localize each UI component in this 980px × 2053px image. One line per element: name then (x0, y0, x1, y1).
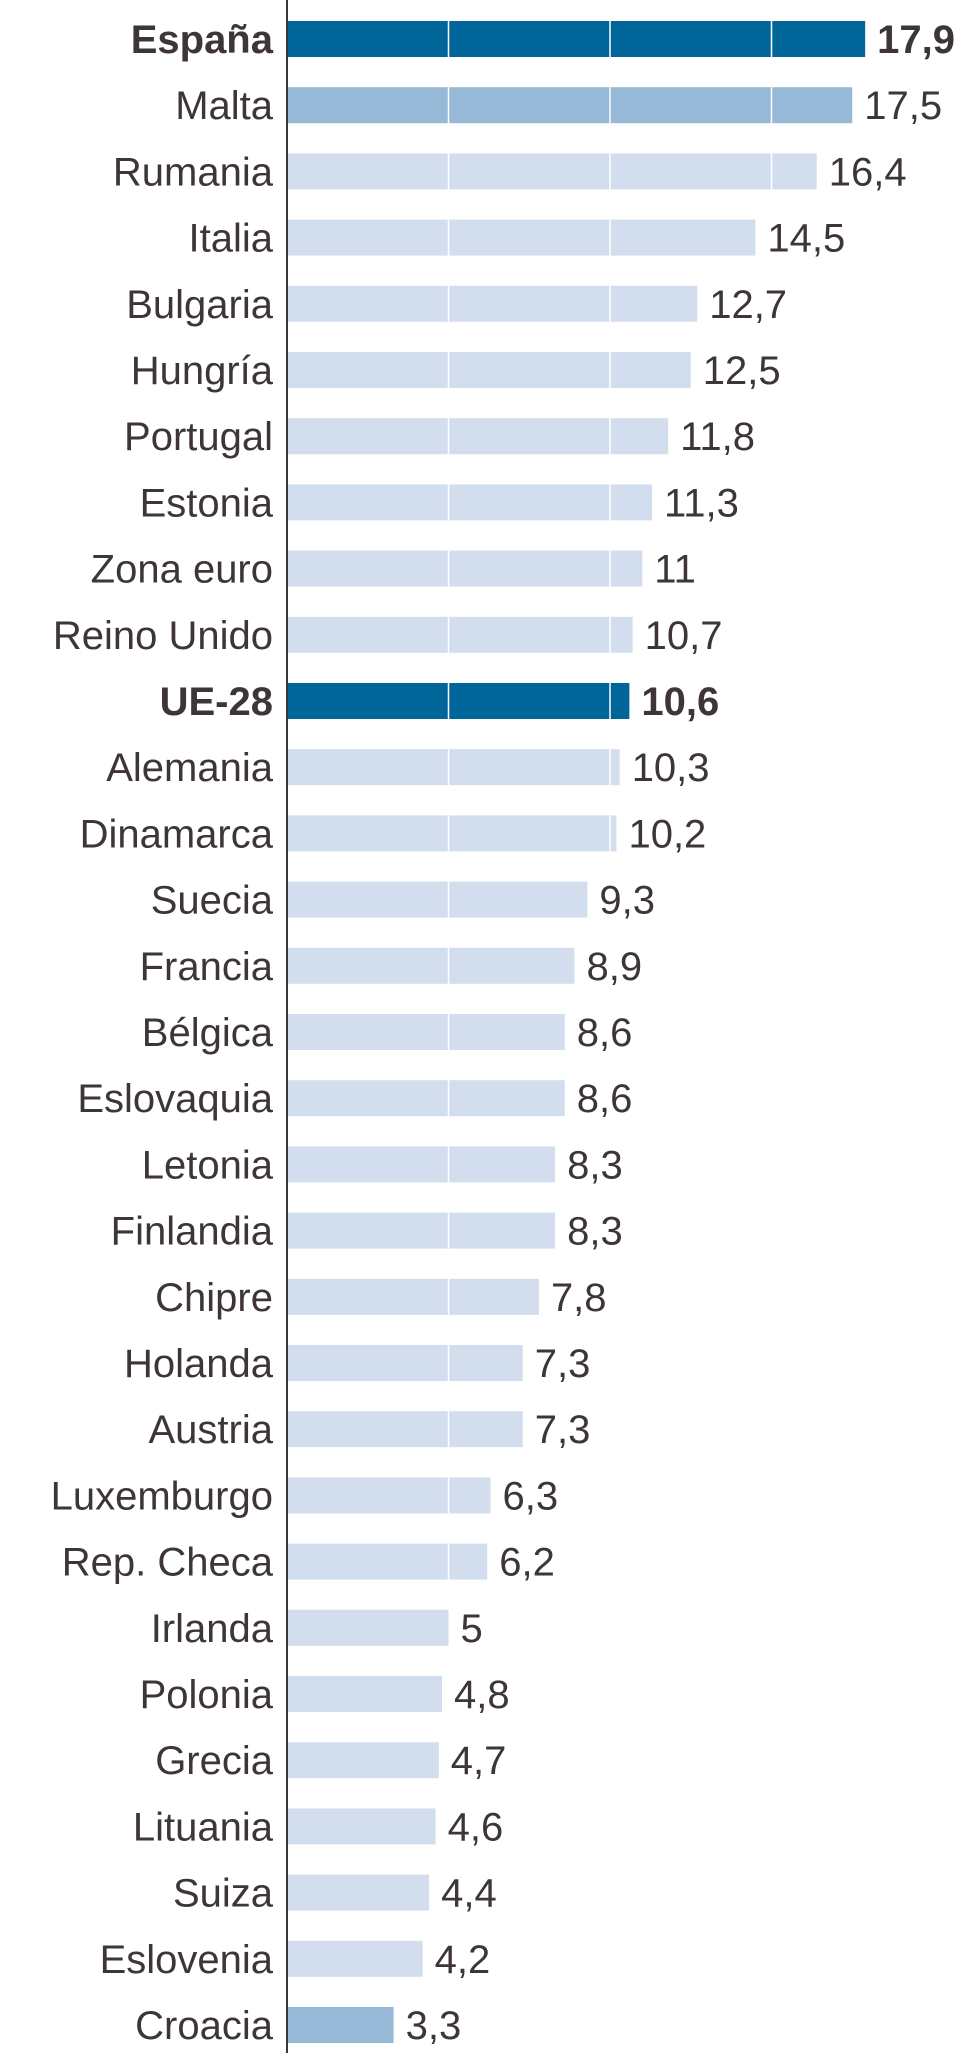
gridlines-group (447, 21, 773, 1580)
value-label: 16,4 (829, 150, 907, 194)
value-label: 8,9 (586, 945, 642, 989)
category-label: Luxemburgo (51, 1474, 273, 1518)
value-label: 12,5 (703, 349, 781, 393)
bar-3 (287, 219, 756, 256)
category-label: Irlanda (151, 1607, 274, 1651)
category-label: Austria (149, 1408, 274, 1452)
value-label: 8,3 (567, 1143, 623, 1187)
category-label: Hungría (131, 349, 274, 393)
category-label: Polonia (140, 1673, 274, 1717)
value-label: 5 (461, 1607, 483, 1651)
bars-group (287, 21, 866, 2043)
value-label: 3,3 (406, 2004, 462, 2048)
value-label: 6,3 (502, 1474, 558, 1518)
bar-8 (287, 550, 643, 587)
bar-25 (287, 1676, 443, 1712)
value-label: 10,2 (628, 812, 706, 856)
value-label: 10,3 (632, 746, 710, 790)
bar-7 (287, 484, 652, 521)
category-label: Rumania (113, 150, 274, 194)
value-label: 4,7 (451, 1739, 507, 1783)
bar-16 (287, 1080, 565, 1117)
bar-4 (287, 285, 698, 322)
value-label: 8,6 (577, 1011, 633, 1055)
category-label: UE-28 (160, 680, 273, 724)
value-label: 17,5 (864, 84, 942, 128)
value-label: 8,6 (577, 1077, 633, 1121)
category-label: Rep. Checa (62, 1541, 274, 1585)
value-label: 4,2 (435, 1938, 491, 1982)
bar-13 (287, 881, 588, 918)
bar-9 (287, 616, 633, 653)
value-label: 6,2 (499, 1541, 555, 1585)
category-label: Lituania (133, 1805, 274, 1849)
category-label: Portugal (124, 415, 273, 459)
category-label: España (131, 18, 274, 62)
value-label: 9,3 (599, 879, 655, 923)
bar-1 (287, 87, 853, 124)
value-label: 4,6 (448, 1805, 504, 1849)
category-label: Eslovaquia (77, 1077, 273, 1121)
bar-26 (287, 1742, 439, 1779)
value-labels-group: 17,9 17,5 16,4 14,5 12,7 12,5 11,8 11,3 11 10,7 10… (406, 18, 955, 2048)
category-label: Francia (140, 945, 274, 989)
value-label: 11 (654, 548, 696, 592)
category-label: Suiza (173, 1872, 274, 1916)
bar-15 (287, 1014, 565, 1050)
bar-12 (287, 815, 617, 852)
bar-5 (287, 352, 691, 388)
bar-2 (287, 153, 817, 190)
bar-22 (287, 1477, 491, 1514)
value-label: 4,4 (441, 1872, 497, 1916)
category-label: Croacia (135, 2004, 274, 2048)
value-label: 8,3 (567, 1210, 623, 1254)
category-label: Malta (175, 84, 274, 128)
category-label: Grecia (155, 1739, 274, 1783)
category-label: Alemania (106, 746, 274, 790)
category-labels-group: España Malta Rumania Italia Bulgaria Hungría P… (51, 18, 274, 2048)
category-label: Italia (189, 217, 274, 261)
value-label: 10,6 (641, 680, 719, 724)
value-label: 11,3 (664, 481, 739, 525)
bar-11 (287, 749, 620, 786)
bar-30 (287, 2007, 394, 2043)
category-label: Bulgaria (126, 283, 274, 327)
value-label: 7,8 (551, 1276, 607, 1320)
bar-29 (287, 1940, 423, 1977)
bar-19 (287, 1278, 539, 1315)
category-label: Finlandia (111, 1210, 274, 1254)
bar-17 (287, 1146, 556, 1183)
bar-18 (287, 1212, 556, 1249)
value-label: 14,5 (767, 217, 845, 261)
category-label: Dinamarca (80, 812, 274, 856)
bar-23 (287, 1543, 488, 1580)
bar-10 (287, 683, 630, 719)
bar-24 (287, 1609, 449, 1646)
bar-0 (287, 21, 866, 57)
category-label: Holanda (124, 1342, 274, 1386)
category-label: Letonia (142, 1143, 274, 1187)
value-label: 11,8 (680, 415, 755, 459)
bar-6 (287, 418, 669, 455)
bar-20 (287, 1345, 523, 1381)
value-label: 7,3 (535, 1342, 591, 1386)
value-label: 10,7 (645, 614, 723, 658)
value-label: 12,7 (709, 283, 787, 327)
bar-21 (287, 1411, 523, 1448)
bar-27 (287, 1808, 436, 1845)
category-label: Bélgica (142, 1011, 274, 1055)
bar-28 (287, 1874, 430, 1911)
bar-14 (287, 947, 575, 984)
category-label: Suecia (151, 879, 274, 923)
value-label: 4,8 (454, 1673, 510, 1717)
category-label: Estonia (140, 481, 274, 525)
value-label: 17,9 (877, 18, 955, 62)
category-label: Eslovenia (100, 1938, 274, 1982)
category-label: Reino Unido (53, 614, 273, 658)
category-label: Chipre (155, 1276, 273, 1320)
category-label: Zona euro (91, 548, 273, 592)
value-label: 7,3 (535, 1408, 591, 1452)
